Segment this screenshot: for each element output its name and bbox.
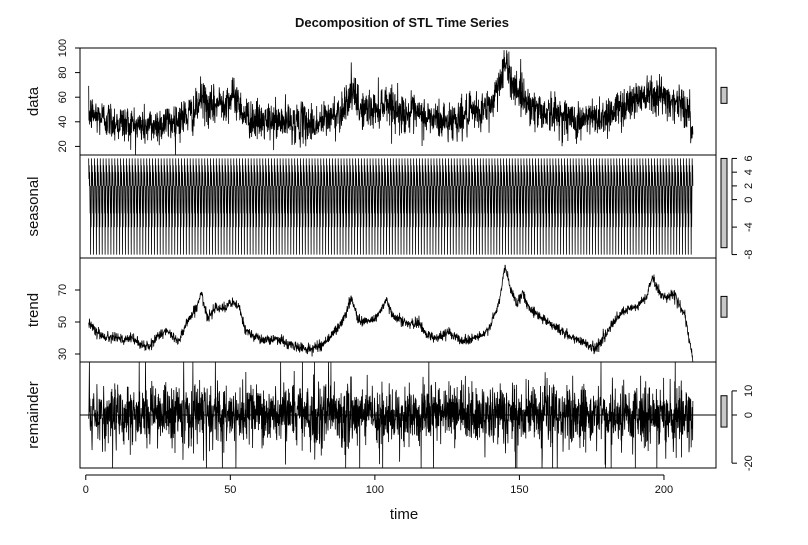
- seasonal-y-tick-label: -8: [743, 250, 755, 260]
- trend-series-line: [88, 264, 694, 362]
- x-tick-label: 200: [655, 484, 673, 496]
- data-range-bar: [720, 86, 728, 104]
- remainder-y-tick-label: 0: [743, 412, 755, 418]
- x-tick-label: 50: [224, 484, 236, 496]
- seasonal-y-axis-label: seasonal: [25, 176, 42, 236]
- panel-data: 20 40 60 80 100 data: [25, 39, 728, 156]
- seasonal-series-line: [88, 158, 694, 255]
- seasonal-range-bar: [720, 157, 728, 249]
- trend-panel-frame: [79, 257, 717, 363]
- remainder-y-tick-label: -20: [743, 455, 755, 471]
- seasonal-y-tick-label: 2: [743, 183, 755, 189]
- remainder-y-axis-label: remainder: [25, 381, 42, 449]
- data-series-line: [88, 50, 694, 155]
- data-y-tick-label: 20: [57, 140, 69, 152]
- x-axis-title: time: [390, 506, 418, 523]
- data-y-tick-label: 60: [57, 91, 69, 103]
- trend-y-tick-label: 30: [57, 348, 69, 360]
- seasonal-y-tick-label: 0: [743, 197, 755, 203]
- trend-range-bar: [720, 295, 728, 318]
- data-y-tick-label: 100: [57, 39, 69, 57]
- trend-y-tick-label: 50: [57, 316, 69, 328]
- x-axis: 0 50 100 150 200: [83, 474, 673, 496]
- seasonal-y-tick-label: 6: [743, 155, 755, 161]
- panel-seasonal: -8 -4 0 2 4 6 seasonal: [25, 154, 755, 260]
- trend-y-axis-label: trend: [25, 293, 42, 327]
- trend-y-tick-label: 70: [57, 284, 69, 296]
- data-y-axis-label: data: [25, 86, 42, 116]
- panel-trend: 30 50 70 trend: [25, 257, 728, 363]
- remainder-panel-frame: [79, 361, 717, 469]
- x-tick-label: 0: [83, 484, 89, 496]
- seasonal-y-tick-label: -4: [743, 222, 755, 232]
- remainder-range-bar: [720, 395, 728, 428]
- remainder-y-tick-label: 10: [743, 385, 755, 397]
- seasonal-y-tick-label: 4: [743, 169, 755, 175]
- data-y-tick-label: 80: [57, 66, 69, 78]
- data-y-tick-label: 40: [57, 116, 69, 128]
- chart-title: Decomposition of STL Time Series: [295, 15, 509, 30]
- x-tick-label: 150: [510, 484, 528, 496]
- panels-layer: 20406080100data-8-40246seasonal305070tre…: [25, 39, 755, 471]
- x-tick-label: 100: [366, 484, 384, 496]
- remainder-series-line: [88, 362, 694, 468]
- panel-remainder: -20 0 10 remainder: [25, 361, 755, 471]
